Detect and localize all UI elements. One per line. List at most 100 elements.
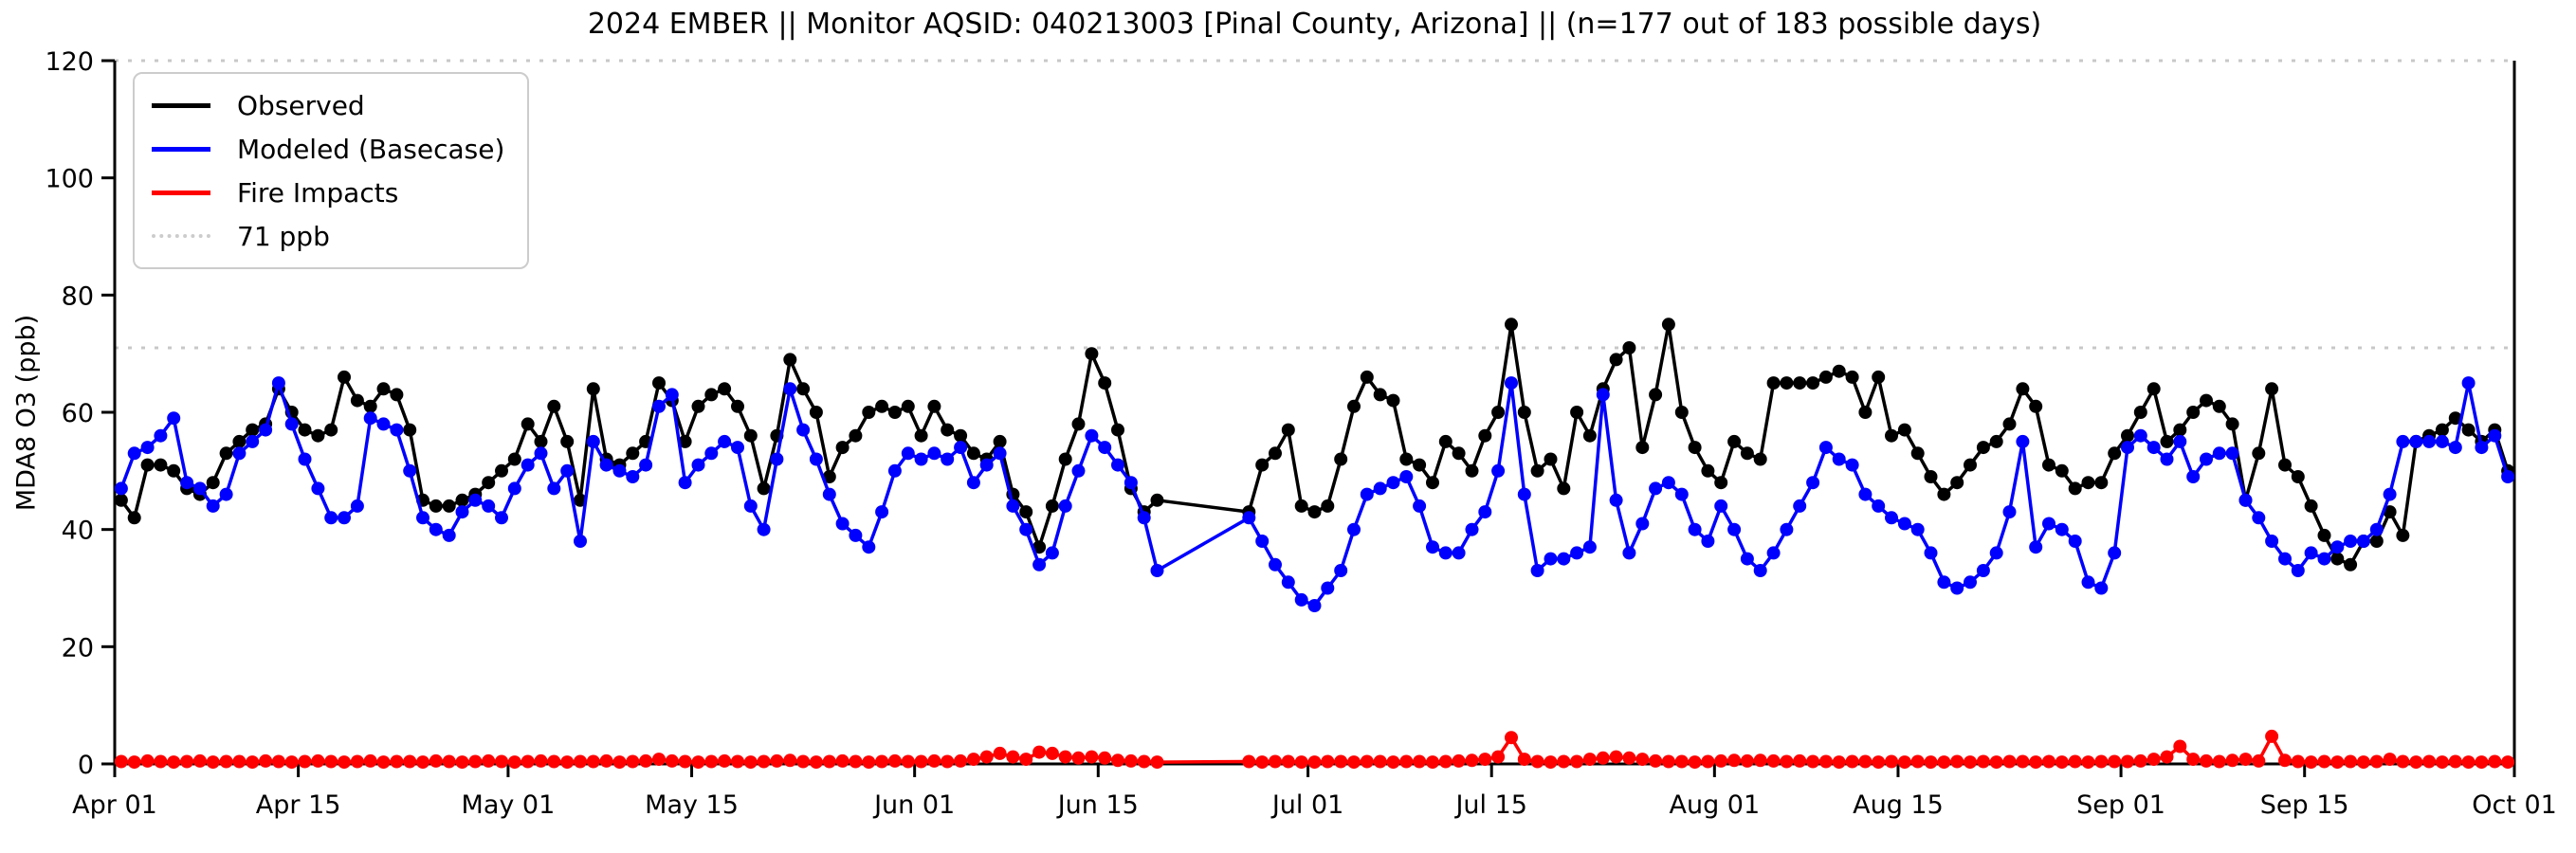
observed-marker <box>2212 399 2226 413</box>
fire-impacts-marker <box>2002 754 2017 769</box>
observed-marker <box>114 493 128 507</box>
modeled-basecase-marker <box>1818 441 1833 455</box>
fire-impacts-marker <box>1452 753 1466 768</box>
modeled-basecase-marker <box>743 499 758 513</box>
x-tick-label: Sep 01 <box>2076 790 2165 820</box>
modeled-basecase-marker <box>574 535 587 548</box>
modeled-basecase-marker <box>1793 499 1807 513</box>
modeled-basecase-marker <box>678 476 692 490</box>
fire-impacts-marker <box>849 754 863 769</box>
fire-impacts-marker <box>2029 755 2043 770</box>
observed-marker <box>1872 370 1886 384</box>
observed-marker <box>140 458 155 472</box>
modeled-basecase-marker <box>1964 575 1977 590</box>
fire-impacts-marker <box>2186 753 2201 767</box>
observed-marker <box>822 470 836 483</box>
fire-impacts-marker <box>1674 754 1689 769</box>
fire-impacts-marker <box>2356 755 2370 770</box>
fire-impacts-marker <box>338 755 351 770</box>
observed-marker <box>1701 463 1715 478</box>
legend-item-observed: Observed <box>152 83 504 127</box>
observed-marker <box>914 428 928 443</box>
modeled-basecase-marker <box>1269 557 1282 572</box>
observed-marker <box>1649 388 1663 402</box>
observed-marker <box>652 376 666 390</box>
observed-marker <box>1452 446 1466 461</box>
fire-impacts-marker <box>1413 754 1427 769</box>
modeled-basecase-marker <box>586 434 600 448</box>
x-tick-label: May 01 <box>462 790 556 820</box>
modeled-basecase-marker <box>1438 546 1452 560</box>
fire-impacts-marker <box>2200 753 2213 768</box>
fire-impacts-marker <box>1334 754 1348 769</box>
fire-impacts-marker <box>1255 755 1270 770</box>
modeled-basecase-marker <box>1137 511 1151 525</box>
modeled-basecase-marker <box>2356 535 2370 548</box>
fire-impacts-marker <box>206 755 220 770</box>
fire-impacts-marker <box>2225 753 2239 768</box>
modeled-basecase-marker <box>1622 546 1636 560</box>
observed-marker <box>927 399 941 413</box>
y-tick-label: 120 <box>45 47 94 77</box>
modeled-basecase-marker <box>2304 546 2318 560</box>
fire-impacts-marker <box>1649 753 1663 768</box>
modeled-basecase-marker <box>665 388 679 402</box>
modeled-basecase-marker <box>1976 564 1990 577</box>
modeled-basecase-marker <box>809 452 823 466</box>
fire-impacts-marker <box>2094 754 2109 769</box>
observed-marker <box>1058 452 1072 466</box>
modeled-basecase-marker <box>1071 463 1086 478</box>
observed-marker <box>796 382 811 396</box>
fire-impacts-marker <box>1596 751 1610 765</box>
fire-impacts-marker <box>1465 753 1479 768</box>
fire-impacts-marker <box>442 754 456 769</box>
fire-impacts-marker <box>691 755 705 770</box>
observed-marker <box>783 353 797 367</box>
observed-marker <box>507 452 521 466</box>
observed-marker <box>2016 382 2030 396</box>
observed-marker <box>1386 393 1400 408</box>
fire-impacts-marker <box>403 754 417 769</box>
fire-impacts-marker <box>1124 753 1138 768</box>
modeled-basecase-marker <box>2016 434 2030 448</box>
modeled-basecase-marker <box>1111 458 1124 472</box>
observed-marker <box>127 511 141 525</box>
modeled-basecase-marker <box>1321 581 1335 595</box>
fire-impacts-marker <box>363 753 377 768</box>
observed-marker <box>1098 376 1112 390</box>
observed-marker <box>1373 388 1387 402</box>
observed-marker <box>1727 434 1742 448</box>
fire-impacts-marker <box>1098 751 1112 765</box>
observed-marker <box>1399 452 1414 466</box>
observed-marker <box>1530 463 1544 478</box>
modeled-basecase-marker <box>1635 517 1650 531</box>
fire-impacts-marker <box>1111 753 1124 768</box>
modeled-basecase-marker <box>1649 481 1663 496</box>
x-tick-label: Apr 15 <box>256 790 341 820</box>
observed-marker <box>2160 434 2174 448</box>
observed-marker <box>875 399 889 413</box>
modeled-basecase-marker <box>941 452 955 466</box>
x-tick-label: Oct 01 <box>2472 790 2557 820</box>
modeled-line-swatch <box>152 146 210 152</box>
threshold-line-swatch <box>152 234 210 238</box>
fire-impacts-marker <box>1137 754 1151 769</box>
observed-marker <box>311 428 325 443</box>
fire-impacts-marker <box>586 754 600 769</box>
observed-marker <box>363 399 377 413</box>
fire-impacts-marker <box>2383 753 2397 767</box>
modeled-basecase-marker <box>560 463 575 478</box>
modeled-basecase-marker <box>1780 522 1794 536</box>
modeled-basecase-marker <box>1058 499 1072 513</box>
fire-impacts-marker <box>1609 750 1623 764</box>
fire-impacts-marker <box>1150 755 1164 770</box>
modeled-basecase-marker <box>626 470 640 483</box>
y-tick-label: 0 <box>78 751 94 780</box>
fire-impacts-marker <box>757 754 771 769</box>
modeled-basecase-marker <box>324 511 338 525</box>
fire-impacts-marker <box>1832 755 1846 770</box>
observed-marker <box>1582 428 1597 443</box>
fire-impacts-marker <box>1989 755 2003 770</box>
observed-marker <box>154 458 168 472</box>
observed-marker <box>246 423 260 437</box>
